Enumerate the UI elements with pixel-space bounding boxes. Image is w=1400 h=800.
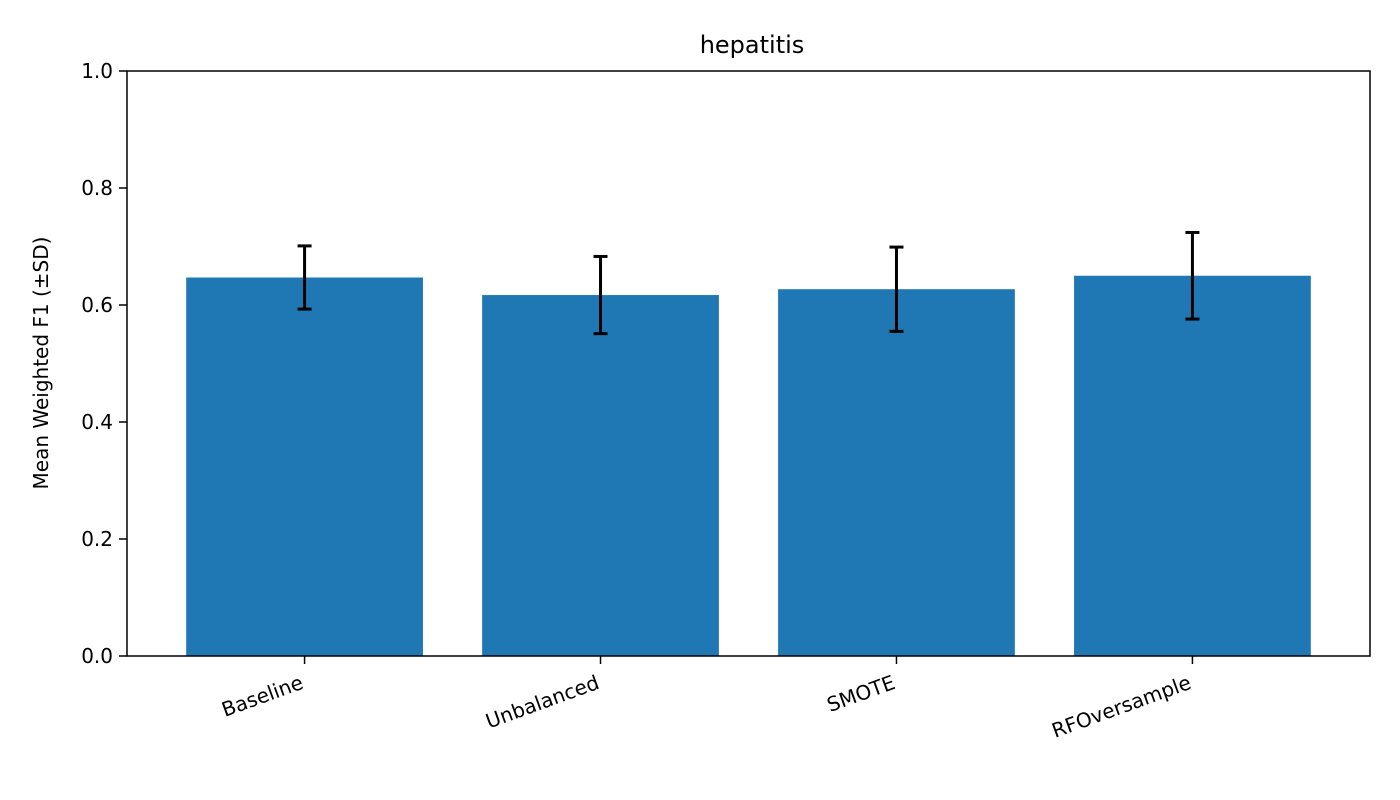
y-tick-label: 0.4 — [81, 410, 113, 434]
y-tick-label: 0.0 — [81, 644, 113, 668]
y-axis: 0.0 0.2 0.4 0.6 0.8 1.0 — [81, 59, 127, 668]
y-tick-label: 0.8 — [81, 176, 113, 200]
bar-smote — [778, 289, 1015, 656]
bar-rfoversample — [1074, 275, 1311, 656]
bars-group — [186, 275, 1311, 656]
y-tick-label: 0.6 — [81, 293, 113, 317]
error-bars-group — [297, 230, 1200, 336]
bar-unbalanced — [482, 295, 719, 656]
plot-frame — [126, 70, 1371, 657]
y-tick-label: 0.2 — [81, 527, 113, 551]
bar-baseline — [186, 277, 423, 656]
y-axis-title: Mean Weighted F1 (±SD) — [29, 237, 53, 490]
chart-title: hepatitis — [700, 31, 805, 59]
y-tick-label: 1.0 — [81, 59, 113, 83]
